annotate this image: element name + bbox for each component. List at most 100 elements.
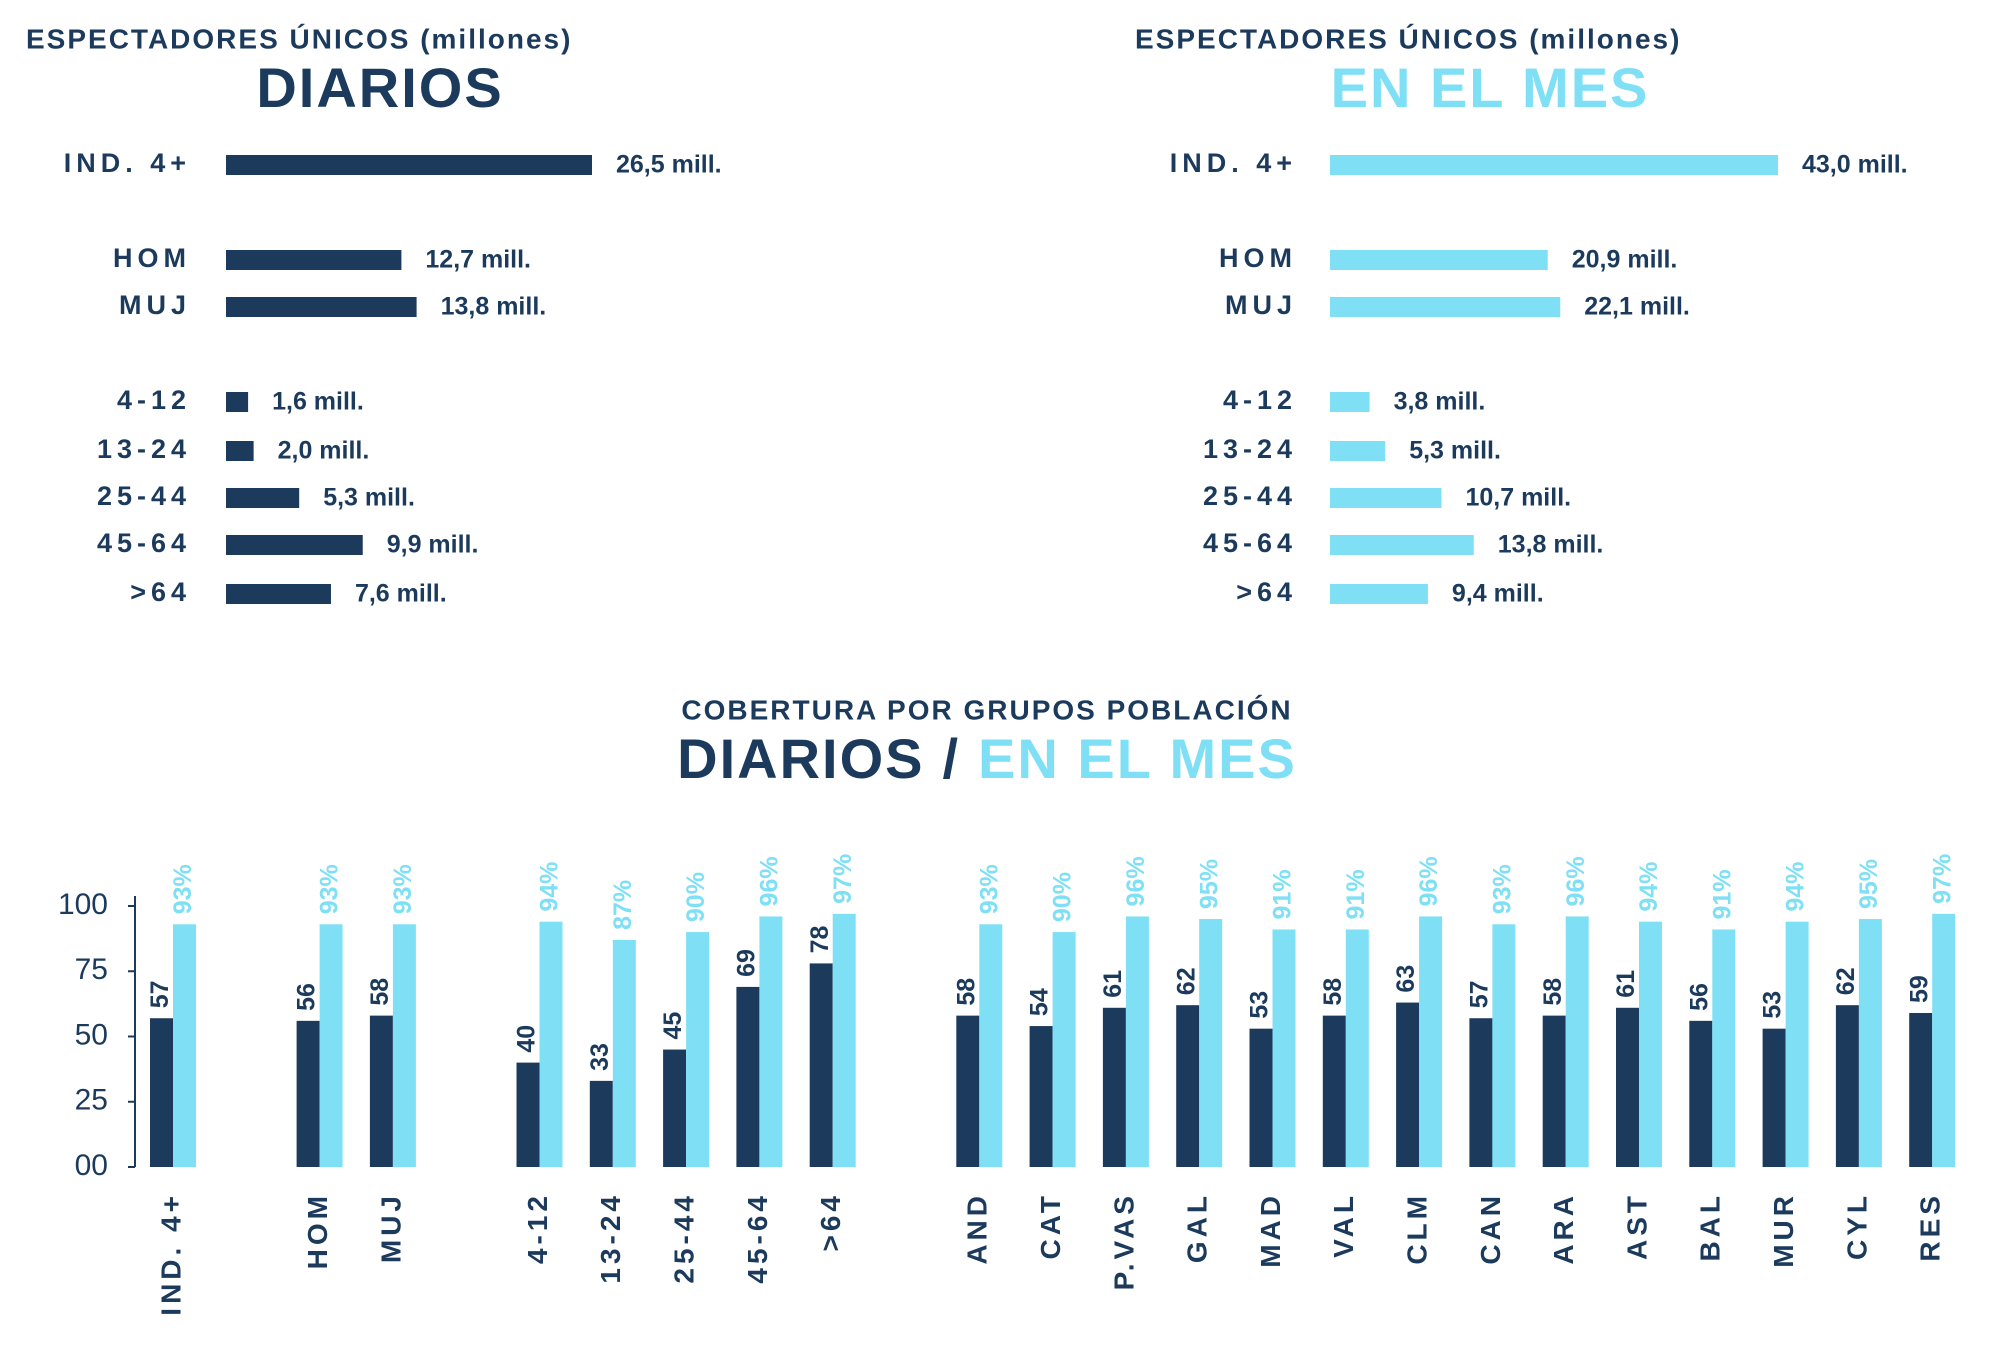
value-label: 54 bbox=[1026, 988, 1054, 1016]
value-label: 87% bbox=[609, 880, 637, 930]
bar bbox=[369, 1015, 393, 1167]
bar bbox=[1330, 297, 1561, 317]
value-label: 69 bbox=[733, 949, 761, 977]
bar bbox=[1052, 932, 1076, 1167]
value-label: 53 bbox=[1246, 991, 1274, 1019]
bar bbox=[736, 986, 760, 1167]
value-label: 7,6 mill. bbox=[355, 580, 447, 608]
value-label: 93% bbox=[1489, 864, 1517, 914]
bar bbox=[1322, 1015, 1346, 1167]
x-tick-label: AST bbox=[1621, 1192, 1652, 1260]
bar bbox=[1330, 155, 1778, 175]
x-tick-label: MAD bbox=[1255, 1192, 1286, 1268]
value-label: 90% bbox=[682, 872, 710, 922]
value-label: 94% bbox=[536, 862, 564, 912]
title-part: DIARIOS bbox=[677, 727, 924, 790]
value-label: 61 bbox=[1612, 970, 1640, 998]
value-label: 40 bbox=[513, 1025, 541, 1053]
value-label: 9,4 mill. bbox=[1452, 580, 1544, 608]
y-tick-label: 25 bbox=[75, 1084, 108, 1117]
bar bbox=[173, 924, 196, 1167]
x-tick-label: BAL bbox=[1695, 1192, 1726, 1262]
bar bbox=[1542, 1015, 1566, 1167]
category-label: 13-24 bbox=[1203, 434, 1297, 464]
category-label: HOM bbox=[113, 243, 191, 273]
value-label: 13,8 mill. bbox=[1498, 531, 1604, 559]
bar bbox=[226, 392, 249, 412]
value-label: 12,7 mill. bbox=[425, 246, 531, 274]
bar bbox=[1330, 441, 1386, 461]
category-label: 45-64 bbox=[1203, 528, 1297, 558]
category-label: 25-44 bbox=[1203, 481, 1297, 511]
x-tick-label: >64 bbox=[815, 1192, 846, 1252]
value-label: 95% bbox=[1855, 859, 1883, 909]
value-label: 93% bbox=[975, 864, 1003, 914]
bar bbox=[226, 297, 417, 317]
subtitle: ESPECTADORES ÚNICOS (millones) bbox=[26, 23, 572, 54]
value-label: 9,9 mill. bbox=[387, 531, 479, 559]
value-label: 5,3 mill. bbox=[1409, 437, 1501, 465]
bar bbox=[1330, 584, 1428, 604]
x-tick-label: GAL bbox=[1182, 1192, 1213, 1263]
value-label: 94% bbox=[1635, 862, 1663, 912]
x-tick-label: HOM bbox=[302, 1192, 333, 1269]
value-label: 91% bbox=[1269, 869, 1297, 919]
x-tick-label: MUJ bbox=[375, 1192, 406, 1263]
bar bbox=[1492, 924, 1516, 1167]
bar bbox=[1199, 919, 1223, 1167]
value-label: 22,1 mill. bbox=[1584, 293, 1690, 321]
title-part: EN EL MES bbox=[978, 727, 1297, 790]
bar bbox=[1419, 916, 1443, 1167]
value-label: 78 bbox=[806, 926, 834, 954]
value-label: 97% bbox=[829, 854, 857, 904]
value-label: 13,8 mill. bbox=[441, 293, 547, 321]
value-label: 57 bbox=[1466, 980, 1494, 1008]
value-label: 58 bbox=[1319, 978, 1347, 1006]
value-label: 93% bbox=[389, 864, 417, 914]
x-tick-label: 45-64 bbox=[742, 1192, 773, 1284]
bar bbox=[612, 939, 636, 1167]
bar bbox=[809, 963, 833, 1167]
value-label: 63 bbox=[1392, 965, 1420, 993]
category-label: IND. 4+ bbox=[64, 148, 191, 178]
y-tick-label: 75 bbox=[75, 953, 108, 986]
title-part: / bbox=[942, 727, 960, 790]
bar bbox=[1689, 1020, 1713, 1167]
x-tick-label: ARA bbox=[1548, 1192, 1579, 1265]
value-label: 5,3 mill. bbox=[323, 484, 415, 512]
value-label: 97% bbox=[1928, 854, 1956, 904]
value-label: 96% bbox=[756, 856, 784, 906]
value-label: 93% bbox=[169, 864, 197, 914]
value-label: 94% bbox=[1782, 862, 1810, 912]
bar bbox=[516, 1062, 540, 1167]
bar bbox=[956, 1015, 980, 1167]
bar bbox=[979, 924, 1003, 1167]
value-label: 61 bbox=[1099, 970, 1127, 998]
value-label: 53 bbox=[1759, 991, 1787, 1019]
bar bbox=[832, 913, 856, 1167]
category-label: >64 bbox=[130, 577, 191, 607]
bar bbox=[1565, 916, 1589, 1167]
bar bbox=[150, 1018, 173, 1167]
bar bbox=[226, 535, 363, 555]
value-label: 96% bbox=[1415, 856, 1443, 906]
subtitle: ESPECTADORES ÚNICOS (millones) bbox=[1135, 23, 1681, 54]
category-label: IND. 4+ bbox=[1170, 148, 1297, 178]
category-label: 25-44 bbox=[97, 481, 191, 511]
x-tick-label: RES bbox=[1915, 1192, 1946, 1262]
value-label: 93% bbox=[316, 864, 344, 914]
bar bbox=[1616, 1007, 1639, 1167]
x-tick-label: CAT bbox=[1035, 1192, 1066, 1259]
bar bbox=[1785, 921, 1809, 1167]
value-label: 20,9 mill. bbox=[1572, 246, 1678, 274]
value-label: 59 bbox=[1905, 975, 1933, 1003]
y-tick-label: 50 bbox=[75, 1018, 108, 1051]
bar bbox=[1345, 929, 1369, 1167]
category-label: 45-64 bbox=[97, 528, 191, 558]
bar bbox=[392, 924, 416, 1167]
bar bbox=[1762, 1028, 1786, 1167]
value-label: 62 bbox=[1172, 967, 1200, 995]
x-tick-label: 13-24 bbox=[595, 1192, 626, 1284]
category-label: HOM bbox=[1219, 243, 1297, 273]
bar bbox=[539, 921, 563, 1167]
